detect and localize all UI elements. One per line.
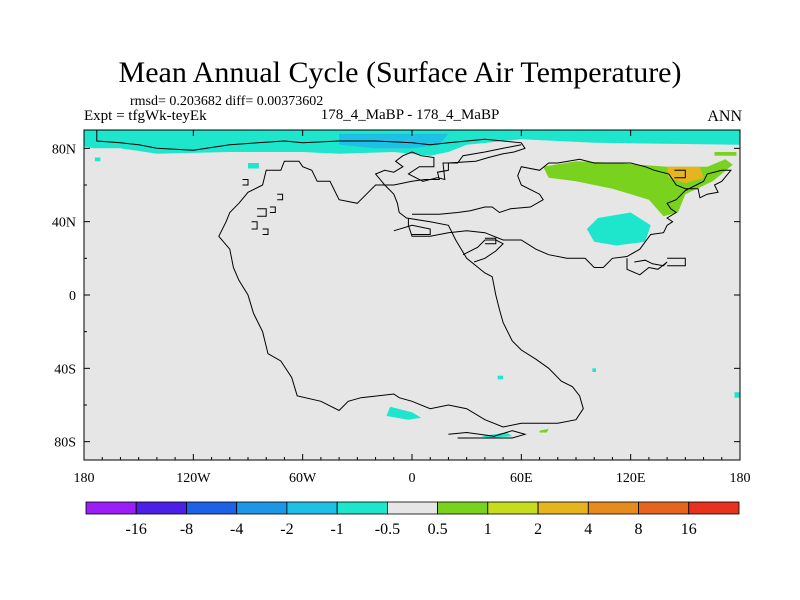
- coastline-island-4: [277, 193, 284, 201]
- x-tick-label: 0: [409, 471, 416, 486]
- anomaly-region-arctic-blue-core: [339, 133, 449, 149]
- colorbar-label: -4: [230, 521, 243, 538]
- anomaly-region-indian-ocean-spot-2: [734, 392, 740, 398]
- y-tick-label: 80S: [54, 436, 76, 451]
- coastlines: [96, 130, 732, 439]
- x-tick-label: 60E: [510, 471, 533, 486]
- season-label: ANN: [707, 108, 742, 125]
- experiment-label: Expt = tfgWk-teyEk: [84, 108, 207, 124]
- page-title: Mean Annual Cycle (Surface Air Temperatu…: [118, 56, 682, 89]
- x-tick-label: 120W: [176, 471, 211, 486]
- x-tick-label: 60W: [289, 471, 317, 486]
- coastline-island-6: [251, 221, 258, 230]
- colorbar-label: 2: [534, 521, 542, 538]
- y-tick-label: 40N: [52, 216, 76, 231]
- coastline-sea-inlet-west: [393, 224, 431, 235]
- colorbar-swatch: [638, 501, 690, 515]
- colorbar-label: -8: [180, 521, 193, 538]
- colorbar-label: 4: [584, 521, 592, 538]
- anomaly-region-antarctic-green-spot: [539, 428, 549, 433]
- coastline-island-1: [242, 179, 249, 186]
- coastline-island-3: [269, 206, 276, 213]
- anomaly-region-central-asia-cyan: [586, 212, 651, 246]
- colorbar-label: 16: [681, 521, 697, 538]
- coastline-island-8: [674, 169, 686, 179]
- colorbar-label: 8: [635, 521, 643, 538]
- y-tick-label: 80N: [52, 142, 76, 157]
- colorbar-swatch: [437, 501, 489, 515]
- coastline-island-2: [257, 208, 267, 217]
- y-axis-ticks: 80N 40N 0 40S 80S: [52, 142, 740, 451]
- coastline-island-5: [262, 228, 269, 235]
- colorbar-swatch: [336, 501, 388, 515]
- coastline-continent-west: [96, 130, 584, 428]
- colorbar-swatch: [186, 501, 238, 515]
- rmsd-diff-stats: rmsd= 0.203682 diff= 0.00373602: [130, 94, 324, 109]
- colorbar-swatch: [135, 501, 187, 515]
- colorbar-label: -1: [331, 521, 344, 538]
- colorbar-swatch: [537, 501, 589, 515]
- coastline-island-7: [484, 237, 497, 245]
- x-tick-label: 180: [74, 471, 95, 486]
- coastline-continent-east: [407, 158, 732, 268]
- colorbar-label: 1: [484, 521, 492, 538]
- y-tick-label: 0: [69, 289, 76, 304]
- anomaly-region-greenland-cyan: [248, 163, 259, 169]
- anomaly-region-arctic-edge-green: [714, 152, 737, 156]
- anomaly-region-small-cyan-nw: [94, 157, 101, 162]
- coastline-island-9: [667, 257, 686, 267]
- x-axis-ticks: 180 120W 60W 0 60E 120E 180: [74, 130, 751, 486]
- colorbar-label: -16: [126, 521, 147, 538]
- anomaly-region-antarctic-cyan-west: [386, 406, 422, 420]
- anomaly-region-atlantic-spot: [497, 375, 504, 380]
- anomaly-region-indian-ocean-spot-1: [592, 368, 596, 372]
- colorbar-swatch: [688, 501, 740, 515]
- coastline-southern-island: [448, 430, 527, 439]
- colorbar-label: -2: [280, 521, 293, 538]
- colorbar-swatch: [286, 501, 338, 515]
- colorbar-swatch: [85, 501, 137, 515]
- case-id-label: 178_4_MaBP - 178_4_MaBP: [320, 107, 500, 123]
- colorbar-swatch: [236, 501, 288, 515]
- y-tick-label: 40S: [54, 362, 76, 377]
- colorbar-swatch: [587, 501, 639, 515]
- coastline-ocean-inlet: [462, 239, 504, 263]
- x-tick-label: 120E: [616, 471, 646, 486]
- colorbar-swatch: [386, 501, 438, 515]
- colorbar-label: -0.5: [375, 521, 400, 538]
- coastline-east-coast-inlet: [626, 258, 668, 276]
- colorbar: -16 -8 -4 -2 -1 -0.5 0.5 1 2 4 8 16: [85, 501, 740, 538]
- x-tick-label: 180: [730, 471, 751, 486]
- colorbar-swatch: [487, 501, 539, 515]
- colorbar-label: 0.5: [428, 521, 448, 538]
